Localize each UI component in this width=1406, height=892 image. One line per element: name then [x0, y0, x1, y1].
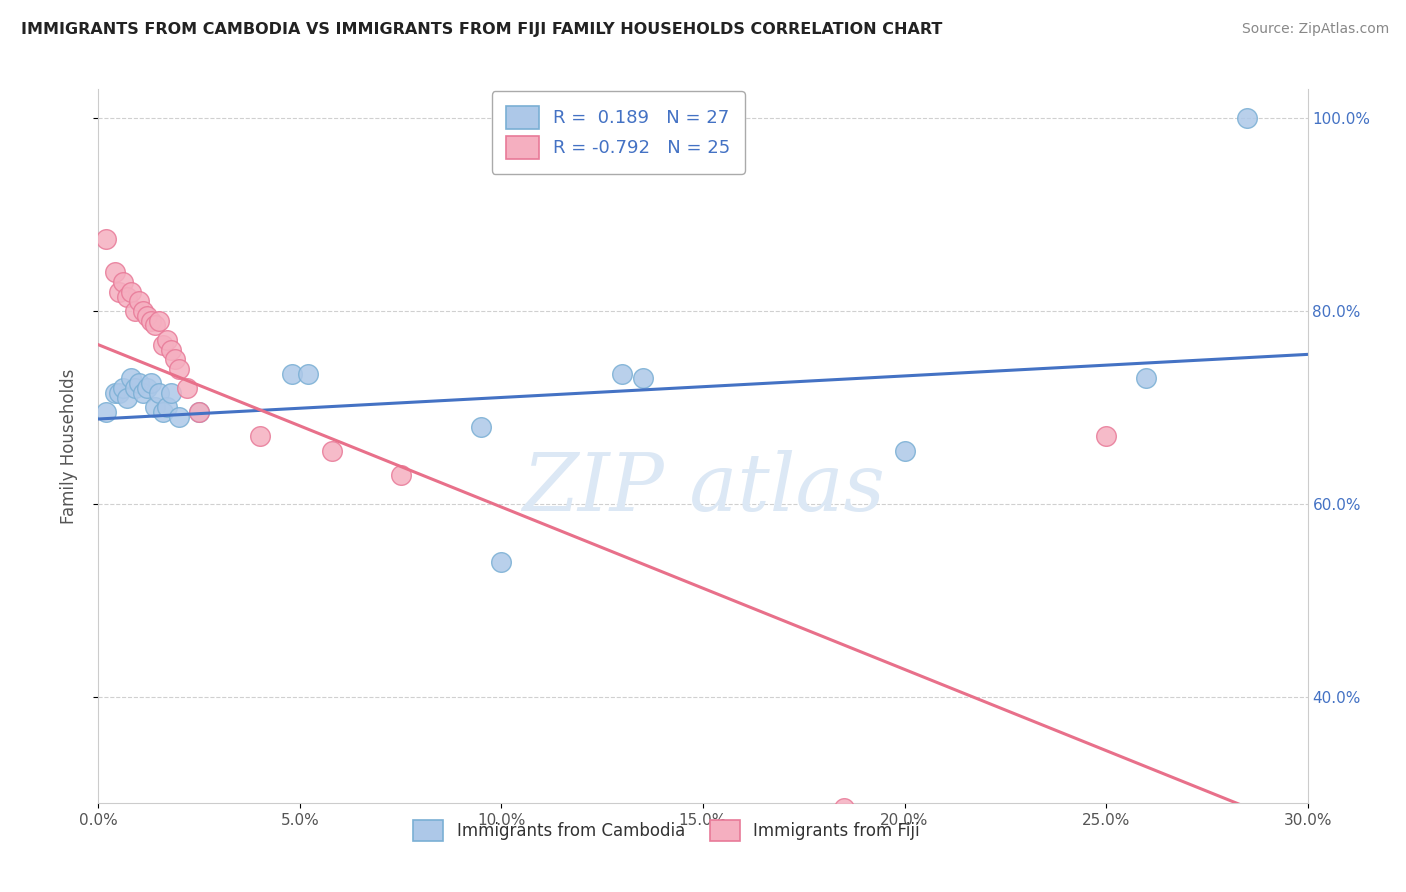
Point [167, 362, 190, 376]
Point [115, 289, 138, 303]
Point [470, 419, 492, 434]
Point [1095, 429, 1118, 443]
Point [188, 405, 211, 419]
Point [107, 285, 129, 299]
Point [1135, 371, 1157, 385]
Point [148, 313, 170, 327]
Point [160, 343, 183, 357]
Point [389, 467, 412, 482]
Point [103, 386, 125, 401]
Text: Source: ZipAtlas.com: Source: ZipAtlas.com [1241, 22, 1389, 37]
Point [111, 381, 134, 395]
Y-axis label: Family Households: Family Households [59, 368, 77, 524]
Point [152, 337, 174, 351]
Point [128, 376, 150, 391]
Point [1236, 111, 1258, 125]
Point [321, 443, 343, 458]
Text: ZIP atlas: ZIP atlas [522, 450, 884, 527]
Point [143, 318, 166, 333]
Point [139, 376, 162, 391]
Point [120, 285, 142, 299]
Point [148, 386, 170, 401]
Point [96, 405, 118, 419]
Point [156, 333, 179, 347]
Point [631, 371, 654, 385]
Point [832, 800, 855, 814]
Point [152, 405, 174, 419]
Point [120, 371, 142, 385]
Point [249, 429, 271, 443]
Point [160, 386, 183, 401]
Point [115, 391, 138, 405]
Point [124, 304, 146, 318]
Point [124, 381, 146, 395]
Text: IMMIGRANTS FROM CAMBODIA VS IMMIGRANTS FROM FIJI FAMILY HOUSEHOLDS CORRELATION C: IMMIGRANTS FROM CAMBODIA VS IMMIGRANTS F… [21, 22, 942, 37]
Point [139, 313, 162, 327]
Point [107, 386, 129, 401]
Point [103, 265, 125, 279]
Point [111, 275, 134, 289]
Point [176, 381, 198, 395]
Point [132, 386, 155, 401]
Legend: Immigrants from Cambodia, Immigrants from Fiji: Immigrants from Cambodia, Immigrants fro… [406, 814, 927, 848]
Point [281, 367, 304, 381]
Point [297, 367, 319, 381]
Point [132, 304, 155, 318]
Point [135, 381, 157, 395]
Point [163, 352, 186, 367]
Point [143, 401, 166, 415]
Point [188, 405, 211, 419]
Point [128, 294, 150, 309]
Point [612, 367, 634, 381]
Point [135, 309, 157, 323]
Point [96, 232, 118, 246]
Point [167, 410, 190, 425]
Point [156, 401, 179, 415]
Point [491, 555, 513, 569]
Point [893, 443, 915, 458]
